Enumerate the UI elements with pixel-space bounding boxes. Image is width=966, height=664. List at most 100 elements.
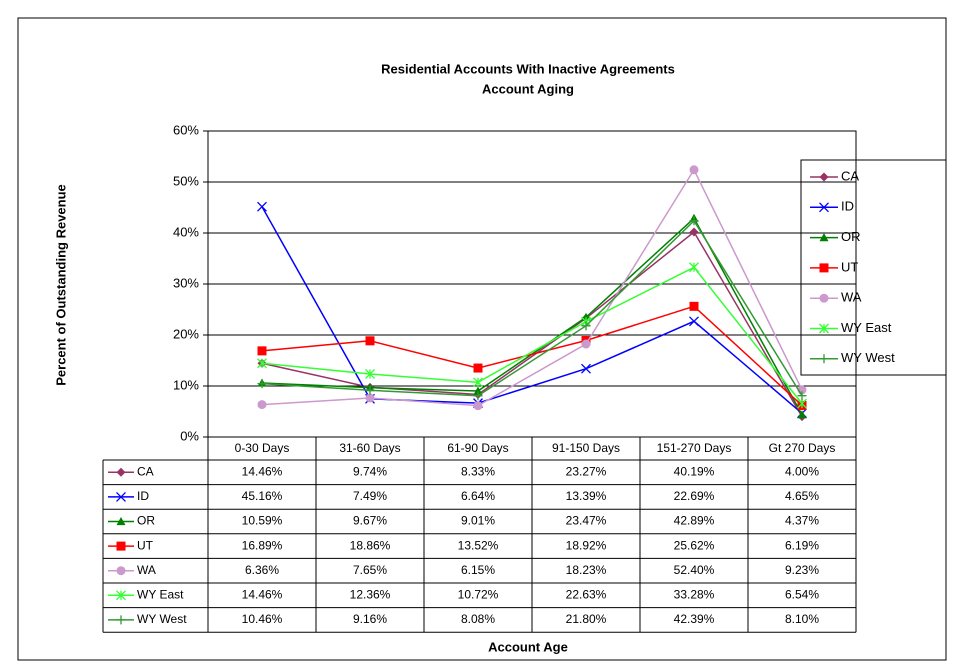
- table-cell: 18.86%: [350, 538, 391, 552]
- data-point: [689, 301, 699, 311]
- table-cell: 45.16%: [242, 489, 283, 503]
- legend-label: WA: [841, 290, 862, 305]
- legend-label: ID: [841, 199, 854, 214]
- table-row-label: WY East: [137, 587, 184, 601]
- y-tick-label: 60%: [173, 122, 199, 137]
- table-cell: 6.36%: [245, 563, 279, 577]
- table-header: 31-60 Days: [339, 441, 400, 455]
- table-row-label: WA: [137, 563, 156, 577]
- data-point: [689, 316, 699, 327]
- data-point: [257, 201, 267, 212]
- legend-label: UT: [841, 259, 858, 274]
- table-cell: 6.15%: [461, 563, 495, 577]
- table-cell: 9.74%: [353, 464, 387, 478]
- data-point: [473, 391, 483, 401]
- table-cell: 4.65%: [785, 489, 819, 503]
- x-axis-title: Account Age: [488, 639, 568, 654]
- series-line: [261, 219, 803, 397]
- chart-frame: [17, 17, 947, 661]
- chart-subtitle: Account Aging: [482, 81, 574, 96]
- table-cell: 9.16%: [353, 612, 387, 626]
- table-cell: 23.27%: [566, 464, 607, 478]
- data-point: [689, 227, 699, 237]
- legend-marker: [819, 172, 829, 182]
- series-line: [261, 168, 803, 407]
- data-point: [473, 377, 483, 388]
- chart-title: Residential Accounts With Inactive Agree…: [381, 61, 675, 76]
- series-line: [261, 230, 803, 417]
- table-cell: 18.23%: [566, 563, 607, 577]
- table-cell: 16.89%: [242, 538, 283, 552]
- table-key-marker: [116, 590, 126, 601]
- table-cell: 8.08%: [461, 612, 495, 626]
- data-point: [473, 386, 483, 395]
- y-tick-label: 10%: [173, 377, 199, 392]
- table-row-label: CA: [137, 464, 154, 478]
- table-key-marker: [116, 541, 126, 551]
- table-cell: 22.69%: [674, 489, 715, 503]
- data-point: [365, 369, 375, 379]
- legend-marker: [819, 233, 829, 242]
- table-row-label: ID: [137, 489, 149, 503]
- table-cell: 13.52%: [458, 538, 499, 552]
- data-point: [365, 336, 375, 346]
- data-point: [689, 165, 699, 175]
- table-cell: 10.59%: [242, 514, 283, 528]
- table-cell: 42.89%: [674, 514, 715, 528]
- data-point: [797, 391, 807, 401]
- legend-marker: [819, 263, 829, 273]
- table-row-label: UT: [137, 538, 154, 552]
- table-cell: 7.65%: [353, 563, 387, 577]
- legend-label: WY West: [841, 350, 895, 365]
- table-header: 61-90 Days: [447, 441, 508, 455]
- table-cell: 21.80%: [566, 612, 607, 626]
- table-cell: 14.46%: [242, 587, 283, 601]
- data-point: [581, 321, 591, 331]
- table-cell: 12.36%: [350, 587, 391, 601]
- y-tick-label: 50%: [173, 173, 199, 188]
- data-point: [689, 216, 699, 226]
- table-row-label: OR: [137, 514, 155, 528]
- data-point: [257, 358, 267, 369]
- data-point: [257, 379, 267, 389]
- series-line: [261, 266, 803, 405]
- table-cell: 8.33%: [461, 464, 495, 478]
- table-cell: 9.67%: [353, 514, 387, 528]
- y-tick-label: 20%: [173, 326, 199, 341]
- table-cell: 6.64%: [461, 489, 495, 503]
- table-key-marker: [116, 615, 126, 625]
- table-cell: 6.54%: [785, 587, 819, 601]
- legend-label: WY East: [841, 320, 892, 335]
- table-cell: 4.00%: [785, 464, 819, 478]
- legend-marker: [819, 323, 829, 334]
- table-cell: 10.46%: [242, 612, 283, 626]
- table-cell: 6.19%: [785, 538, 819, 552]
- legend-marker: [819, 293, 829, 303]
- table-key-marker: [116, 491, 126, 502]
- data-point: [797, 410, 807, 419]
- table-cell: 13.39%: [566, 489, 607, 503]
- legend-marker: [819, 354, 829, 364]
- series-line: [261, 305, 803, 406]
- table-cell: 9.23%: [785, 563, 819, 577]
- table-key-marker: [116, 566, 126, 576]
- data-point: [257, 346, 267, 356]
- y-axis-title: Percent of Outstanding Revenue: [53, 184, 68, 386]
- data-point: [473, 401, 483, 411]
- table-cell: 10.72%: [458, 587, 499, 601]
- data-point: [581, 339, 591, 349]
- y-tick-label: 0%: [180, 428, 199, 443]
- table-key-marker: [116, 517, 126, 526]
- table-cell: 9.01%: [461, 514, 495, 528]
- data-point: [365, 385, 375, 395]
- table-cell: 23.47%: [566, 514, 607, 528]
- data-point: [797, 398, 807, 409]
- series-line: [261, 206, 803, 414]
- table-header: 91-150 Days: [552, 441, 620, 455]
- table-cell: 4.37%: [785, 514, 819, 528]
- data-point: [473, 363, 483, 373]
- table-cell: 18.92%: [566, 538, 607, 552]
- table-cell: 22.63%: [566, 587, 607, 601]
- table-header: 0-30 Days: [235, 441, 290, 455]
